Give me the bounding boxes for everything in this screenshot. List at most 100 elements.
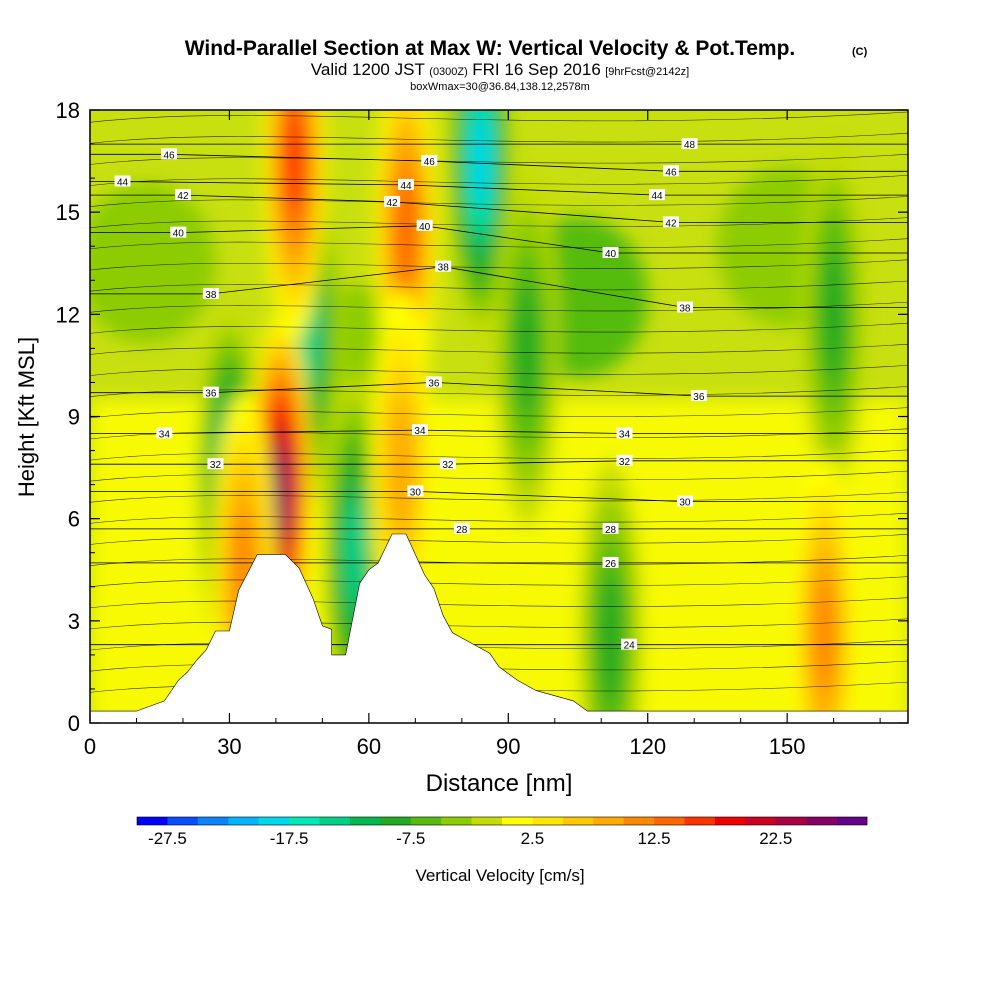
isentrope-label-box xyxy=(161,148,178,160)
isentrope-line xyxy=(90,491,908,503)
colorbar-tick-label: 12.5 xyxy=(638,829,671,848)
downdraft-contour xyxy=(471,114,490,208)
isentrope-label: 36 xyxy=(202,386,219,400)
colorbar: -27.5 -17.5 -7.5 2.5 12.5 22.5 xyxy=(136,816,868,848)
x-tick-label: 60 xyxy=(357,734,381,759)
isentrope-label: 34 xyxy=(616,427,633,441)
isentrope-label: 42 xyxy=(174,189,191,202)
isentrope-label-text: 30 xyxy=(679,498,691,509)
isentrope-label: 46 xyxy=(421,155,438,168)
isentrope-label-text: 32 xyxy=(619,457,631,468)
isentrope-label-box xyxy=(411,424,428,436)
isentrope-labels: 4644424038363432464442403836343230284846… xyxy=(114,138,707,652)
colorbar-swatch xyxy=(745,817,777,825)
isentrope-label-text: 36 xyxy=(428,378,440,389)
isentrope-label-text: 28 xyxy=(456,525,468,536)
colorbar-swatch xyxy=(714,817,746,825)
colorbar-swatch xyxy=(349,817,381,825)
isentrope-label-box xyxy=(690,390,707,402)
isentrope-label: 46 xyxy=(161,148,178,161)
terrain-mask xyxy=(90,533,908,723)
isentrope-label-text: 36 xyxy=(205,389,217,400)
isentrope-label-text: 32 xyxy=(442,460,454,471)
isentrope-label-box xyxy=(676,495,693,507)
valid-date: FRI 16 Sep 2016 xyxy=(472,60,601,79)
colorbar-tick-label: 22.5 xyxy=(759,829,792,848)
isentrope-label: 38 xyxy=(202,287,219,301)
x-axis: 0 30 60 90 120 150 xyxy=(84,110,881,759)
isentrope-label-text: 38 xyxy=(205,290,217,301)
subtitle-valid: Valid 1200 JST (0300Z) FRI 16 Sep 2016 [… xyxy=(311,60,689,79)
colorbar-swatch xyxy=(623,817,655,825)
colorbar-swatch xyxy=(289,817,320,825)
updraft-contour xyxy=(813,576,836,693)
isentrope-label: 46 xyxy=(662,165,679,178)
isentrope-label: 40 xyxy=(170,226,187,240)
updraft-contour xyxy=(284,111,305,211)
y-tick-label: 15 xyxy=(56,200,80,225)
colorbar-swatch xyxy=(775,817,807,825)
isentrope-label-box xyxy=(439,458,456,470)
isentrope-label: 32 xyxy=(207,458,224,471)
isentrope-label-box xyxy=(170,226,187,238)
colorbar-label: Vertical Velocity [cm/s] xyxy=(415,866,584,885)
valid-prefix: Valid 1200 JST xyxy=(311,60,425,79)
y-tick-label: 18 xyxy=(56,98,80,123)
downdraft-contour xyxy=(821,248,847,380)
isentrope-label: 28 xyxy=(602,522,619,536)
colorbar-swatch xyxy=(806,817,837,825)
isentrope-label-box xyxy=(435,260,452,272)
isentrope-label-box xyxy=(114,175,131,187)
colorbar-tick-label: 2.5 xyxy=(521,829,545,848)
y-tick-label: 12 xyxy=(56,302,80,327)
isentrope-label-text: 44 xyxy=(651,191,663,202)
chart-title: Wind-Parallel Section at Max W: Vertical… xyxy=(185,37,796,60)
downdraft-contour xyxy=(514,282,540,414)
isentrope-label-text: 32 xyxy=(210,460,222,471)
isentrope-label: 26 xyxy=(602,556,619,570)
colorbar-swatch xyxy=(441,817,472,825)
x-tick-label: 30 xyxy=(217,734,241,759)
isentrope-label-text: 42 xyxy=(387,198,399,209)
isentrope-line xyxy=(90,238,908,250)
colorbar-swatch xyxy=(137,817,168,825)
isentrope-label-box xyxy=(681,138,698,150)
isentrope-label-text: 28 xyxy=(605,525,617,536)
isentrope-label-box xyxy=(202,287,219,299)
isentrope-line xyxy=(90,365,908,376)
isentrope-label-box xyxy=(662,165,679,177)
isentrope-line xyxy=(90,111,908,123)
isentrope-label-box xyxy=(421,155,438,167)
isentrope-label-box xyxy=(621,638,638,650)
isentrope-line xyxy=(90,132,908,144)
updraft-cell xyxy=(369,289,434,646)
isentrope-line xyxy=(90,196,908,207)
x-tick-label: 90 xyxy=(496,734,520,759)
colorbar-swatch xyxy=(258,817,290,825)
isentrope-label-text: 40 xyxy=(173,229,185,240)
isentrope-line xyxy=(90,322,908,334)
isentrope-label-box xyxy=(602,522,619,534)
updraft-contour xyxy=(388,402,414,534)
isentrope-label: 34 xyxy=(156,427,173,441)
isentrope-label: 30 xyxy=(676,495,693,509)
background-patch xyxy=(90,183,216,344)
isentrope-label: 40 xyxy=(602,247,619,260)
isentrope-label-text: 46 xyxy=(424,157,436,168)
isentrope-label-text: 38 xyxy=(438,263,450,274)
colorbar-swatch xyxy=(380,817,412,825)
isentrope-label-text: 34 xyxy=(619,430,631,441)
isentrope-label: 36 xyxy=(690,390,707,403)
isentrope-line xyxy=(90,344,908,355)
isentrope-label-box xyxy=(676,301,693,313)
box-info: boxWmax=30@36.84,138.12,2578m xyxy=(410,81,590,93)
isentrope-label-text: 34 xyxy=(159,430,171,441)
colorbar-swatch xyxy=(654,817,685,825)
isentrope-label: 44 xyxy=(114,175,131,189)
colorbar-swatch xyxy=(410,817,442,825)
x-tick-label: 0 xyxy=(84,734,96,759)
colorbar-tick-label: -17.5 xyxy=(270,829,309,848)
isentrope-label: 24 xyxy=(621,638,638,652)
isentrope-line xyxy=(90,301,908,313)
x-tick-label: 120 xyxy=(629,734,666,759)
